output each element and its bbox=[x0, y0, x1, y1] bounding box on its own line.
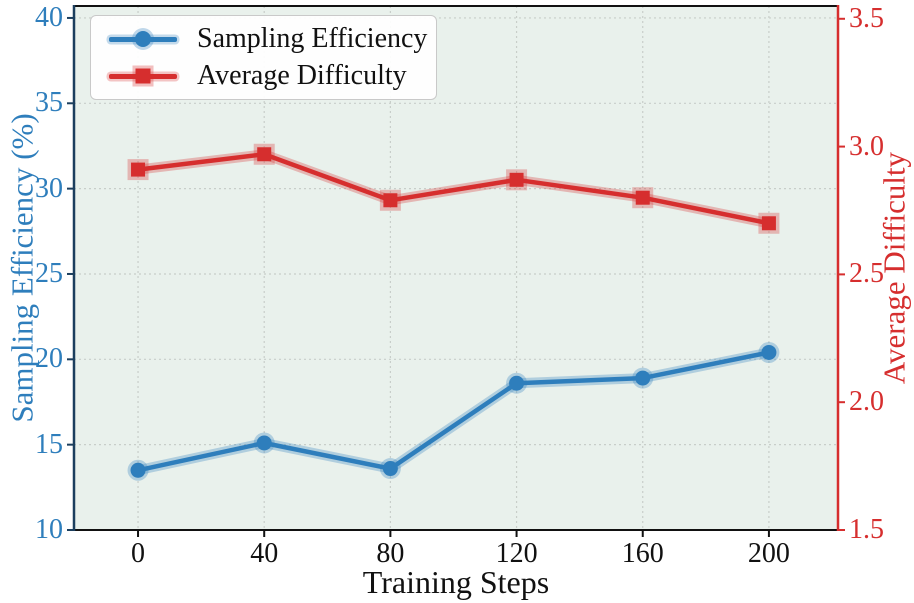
data-point-average-difficulty bbox=[761, 216, 776, 231]
legend-label-average-difficulty: Average Difficulty bbox=[197, 60, 407, 91]
legend-row-average-difficulty: Average Difficulty bbox=[109, 62, 436, 90]
data-point-average-difficulty bbox=[257, 147, 272, 162]
left-tick-label: 35 bbox=[35, 87, 63, 119]
x-tick-label: 40 bbox=[250, 538, 279, 569]
data-point-average-difficulty bbox=[635, 190, 650, 205]
line-square-marker-icon bbox=[109, 67, 177, 85]
left-tick-label: 40 bbox=[35, 1, 63, 33]
right-tick-label: 3.5 bbox=[849, 2, 884, 34]
data-point-sampling-efficiency bbox=[761, 344, 777, 360]
left-axis-title: Sampling Efficiency (%) bbox=[4, 113, 40, 423]
right-tick-label: 2.5 bbox=[849, 258, 884, 290]
right-tick-label: 1.5 bbox=[849, 514, 884, 545]
legend-label-sampling-efficiency: Sampling Efficiency bbox=[197, 23, 428, 54]
series-line-average-difficulty bbox=[135, 152, 772, 226]
x-tick-label: 80 bbox=[376, 538, 405, 569]
legend-row-sampling-efficiency: Sampling Efficiency bbox=[109, 25, 436, 53]
data-point-sampling-efficiency bbox=[382, 461, 398, 477]
data-point-average-difficulty bbox=[131, 162, 146, 177]
legend: Sampling Efficiency Average Difficulty bbox=[90, 15, 437, 100]
line-circle-marker-icon bbox=[109, 30, 177, 48]
x-tick-label: 200 bbox=[747, 538, 790, 569]
data-point-sampling-efficiency bbox=[256, 435, 272, 451]
data-point-sampling-efficiency bbox=[509, 375, 525, 391]
data-point-average-difficulty bbox=[383, 193, 398, 208]
right-tick-label: 3.0 bbox=[849, 130, 884, 162]
x-tick-label: 160 bbox=[621, 538, 664, 569]
x-tick-label: 120 bbox=[495, 538, 538, 569]
data-point-sampling-efficiency bbox=[635, 370, 651, 386]
left-tick-label: 10 bbox=[35, 514, 63, 545]
data-point-average-difficulty bbox=[509, 172, 524, 187]
right-tick-label: 2.0 bbox=[849, 386, 884, 418]
series-line-sampling-efficiency bbox=[135, 350, 772, 473]
x-axis-title: Training Steps bbox=[362, 564, 550, 600]
left-tick-label: 20 bbox=[35, 343, 63, 375]
x-tick-label: 0 bbox=[131, 538, 146, 569]
left-tick-label: 15 bbox=[35, 428, 63, 460]
left-tick-label: 30 bbox=[35, 172, 63, 204]
data-point-sampling-efficiency bbox=[130, 462, 146, 478]
left-tick-label: 25 bbox=[35, 257, 63, 289]
